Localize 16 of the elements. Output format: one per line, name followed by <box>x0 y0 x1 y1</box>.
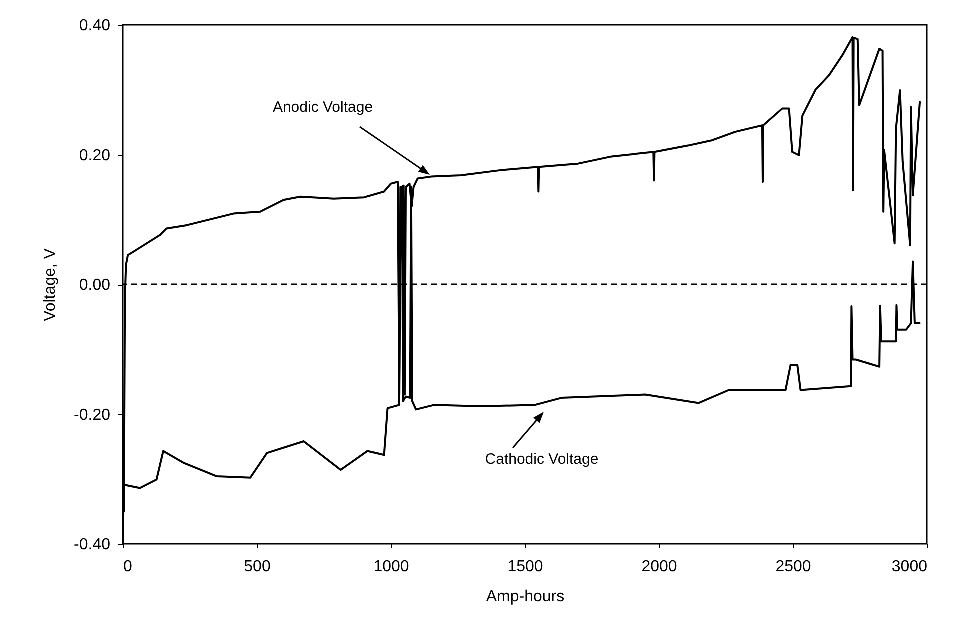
x-tick-label: 2500 <box>776 558 812 576</box>
x-tick-label: 1000 <box>374 558 410 576</box>
x-tick-label: 1500 <box>508 558 544 576</box>
annotation: Cathodic Voltage <box>485 450 599 468</box>
y-tick-label: 0.20 <box>79 147 111 164</box>
y-tick-label: 0.40 <box>79 18 111 34</box>
x-tick-label: 500 <box>244 558 271 576</box>
x-tick-label: 0 <box>124 558 132 576</box>
annotation: Anodic Voltage <box>272 98 374 116</box>
x-tick-label: 2000 <box>642 558 678 576</box>
x-axis-title: Amp-hours <box>486 588 565 606</box>
y-axis-title: Voltage, V <box>42 248 60 322</box>
y-tick-label: -0.20 <box>74 406 111 424</box>
y-tick-label: 0.00 <box>79 277 111 294</box>
y-tick-label: -0.40 <box>74 536 111 554</box>
x-tick-label: 3000 <box>892 558 928 576</box>
